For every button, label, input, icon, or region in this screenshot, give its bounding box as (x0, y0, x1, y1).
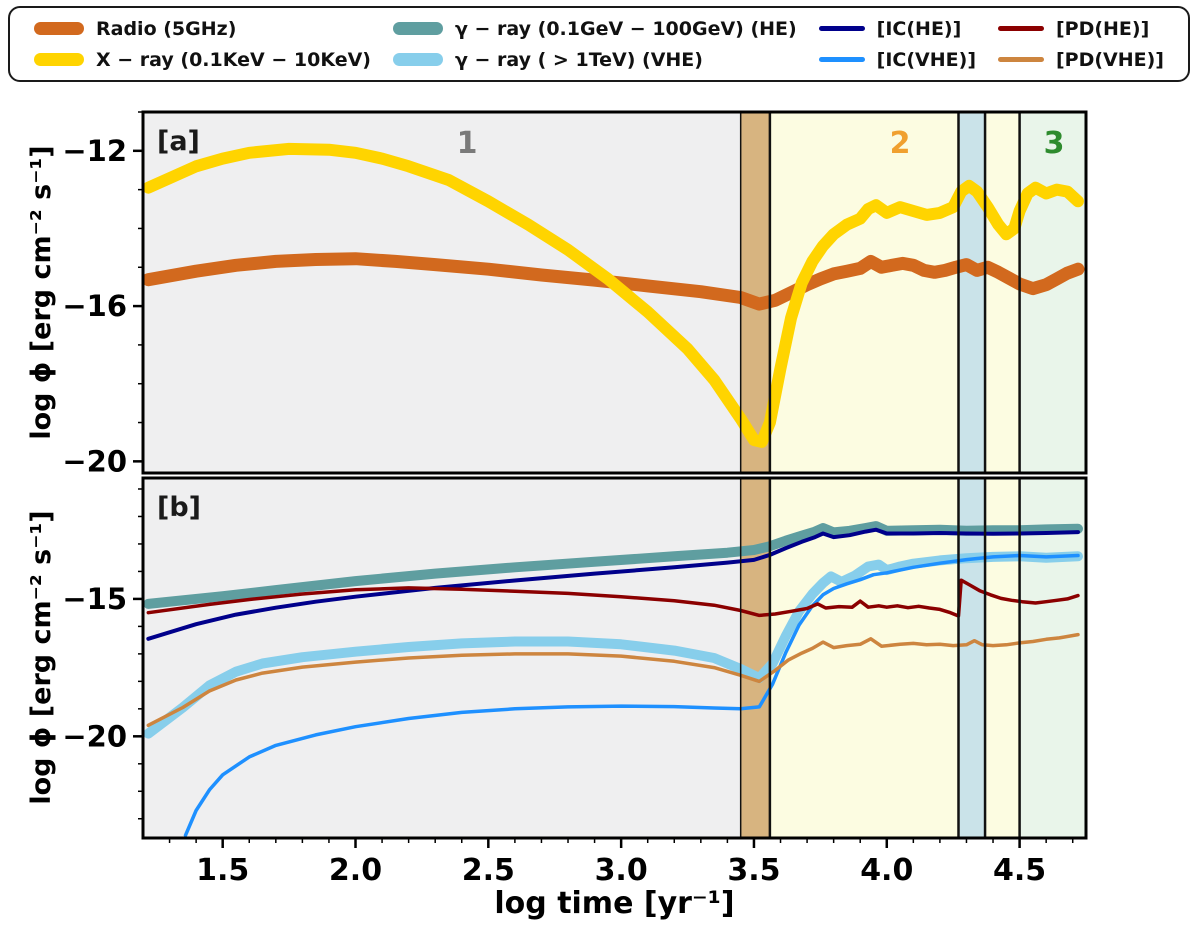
legend-column: γ − ray (0.1GeV − 100GeV) (HE) γ − ray ( … (392, 17, 797, 71)
ic-vhe-line-marker (818, 57, 865, 62)
legend-item-ic-vhe: [IC(VHE)] (818, 48, 977, 71)
x-tick-label: 4.5 (993, 853, 1046, 888)
panel-frame-b (141, 476, 1088, 840)
pd-he-line-marker (997, 26, 1044, 31)
panel-letter-b: [b] (157, 492, 201, 523)
y-tick-label: −16 (62, 289, 127, 323)
xray-label: X − ray (0.1KeV − 10KeV) (96, 48, 371, 71)
ic-he-line-marker (818, 26, 865, 31)
y-tick-label: −12 (62, 134, 127, 168)
series-pd-he-panel-b (146, 578, 1080, 618)
x-tick-label: 3.5 (727, 853, 780, 888)
ic-vhe-label: [IC(VHE)] (876, 48, 977, 71)
legend-item-gamma-vhe: γ − ray ( > 1TeV) (VHE) (392, 48, 797, 71)
series-radio-5ghz-panel-a (143, 252, 1085, 311)
legend-column: [PD(HE)] [PD(VHE)] (997, 17, 1164, 71)
legend-column: Radio (5GHz) X − ray (0.1KeV − 10KeV) (34, 18, 371, 71)
panel-frame-a (141, 110, 1088, 475)
gamma-he-line-marker (392, 22, 443, 35)
xray-line-marker (34, 53, 84, 66)
stage-number-3: 3 (1044, 126, 1065, 161)
stage-number-2: 2 (890, 126, 911, 161)
gamma-he-label: γ − ray (0.1GeV − 100GeV) (HE) (454, 17, 797, 40)
stage-number-1: 1 (457, 126, 478, 161)
x-tick-label: 2.0 (329, 853, 382, 888)
legend-item-radio: Radio (5GHz) (34, 18, 371, 40)
y-axis-title-panel-a: log ϕ [erg cm⁻² s⁻¹] (26, 145, 57, 440)
series-ic-vhe-panel-b (183, 553, 1080, 838)
gamma-vhe-label: γ − ray ( > 1TeV) (VHE) (454, 48, 703, 71)
series-gamma-vhe-panel-b (143, 551, 1083, 739)
x-tick-label: 1.5 (196, 853, 249, 888)
ic-he-label: [IC(HE)] (876, 17, 962, 40)
legend-column: [IC(HE)] [IC(VHE)] (818, 17, 977, 71)
blue-band (958, 478, 986, 838)
y-axis-title-panel-b: log ϕ [erg cm⁻² s⁻¹] (26, 510, 57, 805)
pd-he-label: [PD(HE)] (1055, 17, 1150, 40)
blue-band (958, 112, 986, 473)
x-tick-label: 2.5 (462, 853, 515, 888)
legend-item-gamma-he: γ − ray (0.1GeV − 100GeV) (HE) (392, 17, 797, 40)
legend-item-ic-he: [IC(HE)] (818, 17, 976, 40)
legend-item-pd-vhe: [PD(VHE)] (997, 48, 1164, 71)
series-ic-he-panel-b (146, 527, 1080, 641)
radio-line-marker (34, 22, 84, 35)
y-tick-label: −20 (62, 444, 127, 478)
y-tick-label: −20 (62, 719, 127, 753)
legend-box: Radio (5GHz) X − ray (0.1KeV − 10KeV) γ − … (8, 6, 1190, 82)
pd-vhe-label: [PD(VHE)] (1055, 48, 1164, 71)
radio-label: Radio (5GHz) (96, 17, 237, 40)
gamma-vhe-line-marker (392, 53, 443, 66)
legend-item-pd-he: [PD(HE)] (997, 17, 1164, 40)
pd-vhe-line-marker (997, 57, 1044, 62)
panel-letter-a: [a] (157, 126, 200, 157)
background-stage-3 (1019, 478, 1086, 838)
x-tick-label: 4.0 (860, 853, 913, 888)
panel-a: 1 2 3 [a] (143, 112, 1086, 473)
legend-item-xray: X − ray (0.1KeV − 10KeV) (34, 49, 371, 71)
panel-b: [b] (143, 478, 1086, 838)
tan-band (740, 478, 770, 838)
background-stage-1 (143, 478, 770, 838)
x-tick-label: 3.0 (595, 853, 648, 888)
x-axis-title: log time [yr⁻¹] (494, 886, 735, 921)
series-xray-panel-a (143, 142, 1084, 448)
y-tick-label: −15 (62, 582, 127, 616)
